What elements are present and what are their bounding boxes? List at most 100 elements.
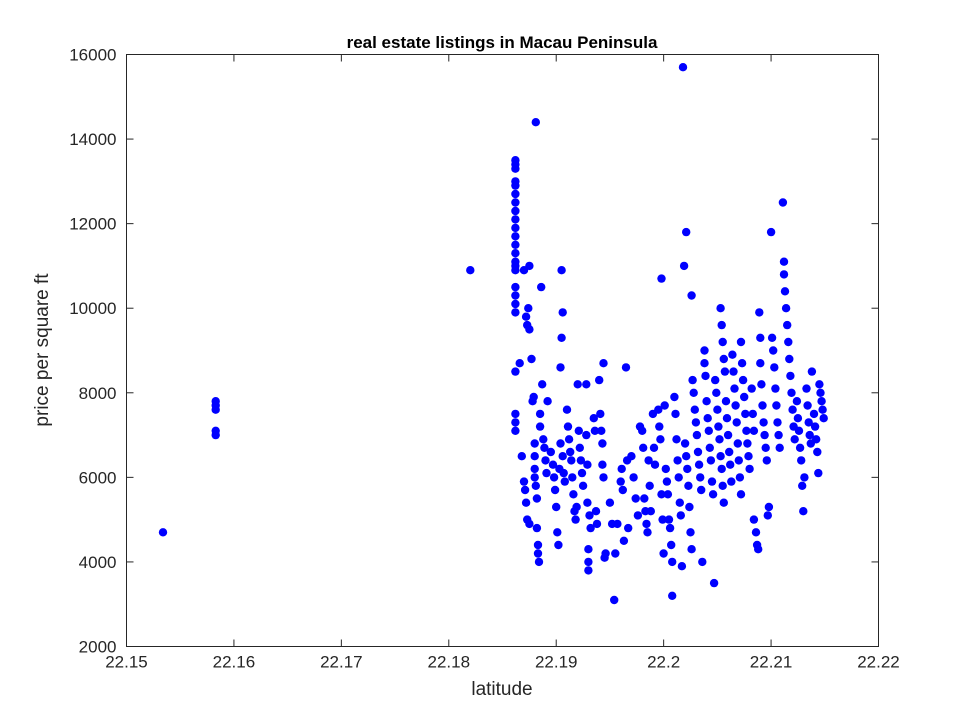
data-point (532, 494, 542, 503)
data-point (541, 456, 550, 465)
data-point (642, 519, 651, 529)
data-point (540, 443, 549, 452)
data-point (559, 468, 568, 478)
data-point (751, 528, 761, 537)
data-point (560, 477, 569, 486)
data-point (589, 414, 598, 423)
data-point (687, 545, 696, 554)
data-point (583, 498, 592, 507)
data-point (717, 320, 726, 330)
data-point (549, 473, 559, 482)
data-point (737, 359, 747, 368)
data-point (708, 490, 718, 499)
data-point (591, 507, 601, 516)
data-point (809, 409, 819, 419)
data-point (605, 498, 615, 507)
axes (126, 54, 879, 647)
data-point (810, 422, 820, 431)
data-point (211, 426, 220, 435)
data-point (703, 414, 712, 423)
y-tick-label: 14000 (69, 130, 116, 149)
data-point (755, 308, 764, 317)
data-points (158, 62, 828, 605)
data-point (525, 519, 534, 529)
data-point (617, 464, 626, 474)
data-point (816, 388, 825, 397)
data-point (511, 206, 520, 216)
data-point (511, 291, 520, 300)
data-point (543, 397, 552, 406)
data-point (716, 304, 725, 313)
data-point (786, 371, 795, 381)
data-point (805, 430, 814, 440)
data-point (795, 443, 805, 452)
data-point (679, 261, 689, 271)
data-point (654, 405, 663, 414)
data-point (567, 456, 576, 465)
data-point (585, 511, 594, 520)
data-point (770, 363, 779, 372)
data-point (760, 430, 769, 440)
data-point (586, 523, 595, 533)
data-point (807, 367, 817, 376)
data-point (698, 557, 707, 567)
data-point (584, 566, 593, 575)
data-point (745, 464, 754, 474)
data-point (563, 422, 573, 431)
data-point (568, 473, 577, 482)
data-point (668, 557, 677, 567)
data-point (599, 473, 608, 482)
data-point (785, 354, 794, 364)
data-point (573, 380, 582, 389)
data-point (624, 523, 633, 533)
data-point (584, 545, 593, 554)
data-point (511, 409, 520, 419)
plot-frame (126, 54, 879, 647)
data-point (515, 359, 524, 368)
x-tick-label: 22.16 (213, 653, 256, 672)
data-point (556, 363, 565, 372)
data-point (566, 447, 575, 457)
data-point (553, 528, 562, 537)
data-point (520, 485, 530, 495)
data-point (662, 477, 672, 486)
data-point (814, 468, 823, 478)
data-point (539, 435, 548, 444)
data-point (511, 189, 520, 199)
data-point (511, 266, 520, 275)
data-point (717, 464, 726, 474)
data-point (779, 257, 789, 266)
data-point (813, 447, 822, 457)
data-point (812, 435, 821, 444)
data-point (631, 494, 640, 503)
data-point (696, 473, 705, 482)
data-point (537, 282, 546, 292)
data-point (803, 401, 812, 410)
data-point (538, 380, 547, 389)
data-point (800, 473, 809, 482)
data-point (517, 452, 526, 461)
data-point (533, 549, 543, 558)
data-point (511, 181, 520, 190)
data-point (658, 515, 667, 524)
data-point (736, 337, 746, 347)
data-point (693, 447, 703, 457)
data-point (639, 443, 648, 452)
data-point (572, 502, 581, 512)
data-point (700, 346, 709, 355)
data-point (657, 274, 666, 283)
data-point (721, 397, 731, 406)
data-point (511, 299, 520, 309)
data-point (723, 430, 733, 440)
data-point (659, 549, 668, 558)
data-point (532, 523, 542, 533)
data-point (616, 477, 625, 486)
data-point (511, 249, 520, 258)
data-point (668, 591, 677, 600)
data-point (511, 282, 520, 292)
data-point (533, 540, 543, 550)
data-point (562, 405, 572, 414)
data-point (534, 557, 544, 567)
data-point (598, 439, 607, 448)
data-point (664, 515, 674, 524)
